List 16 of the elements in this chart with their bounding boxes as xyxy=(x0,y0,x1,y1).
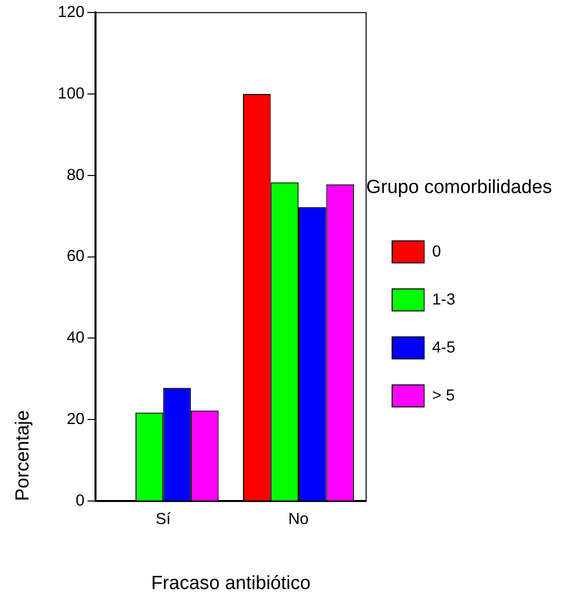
y-axis-title: Porcentaje xyxy=(12,410,34,501)
x-tick-label: No xyxy=(288,511,309,528)
y-tick-label: 60 xyxy=(66,248,85,266)
legend-label: 0 xyxy=(432,243,442,260)
legend-label: 4-5 xyxy=(432,339,456,356)
y-tick-label: 20 xyxy=(66,411,85,428)
x-axis-title: Fracaso antibiótico xyxy=(151,572,311,594)
y-tick-label: 40 xyxy=(66,330,85,347)
y-tick-label: 0 xyxy=(76,492,85,510)
legend-title: Grupo comorbilidades xyxy=(366,176,552,198)
y-tick-label: 80 xyxy=(66,166,85,184)
y-tick-label: 100 xyxy=(58,85,85,102)
x-tick-label: Sí xyxy=(156,511,172,528)
legend-label: > 5 xyxy=(432,387,455,404)
legend-label: 1-3 xyxy=(432,291,456,308)
y-tick-label: 120 xyxy=(58,4,85,22)
